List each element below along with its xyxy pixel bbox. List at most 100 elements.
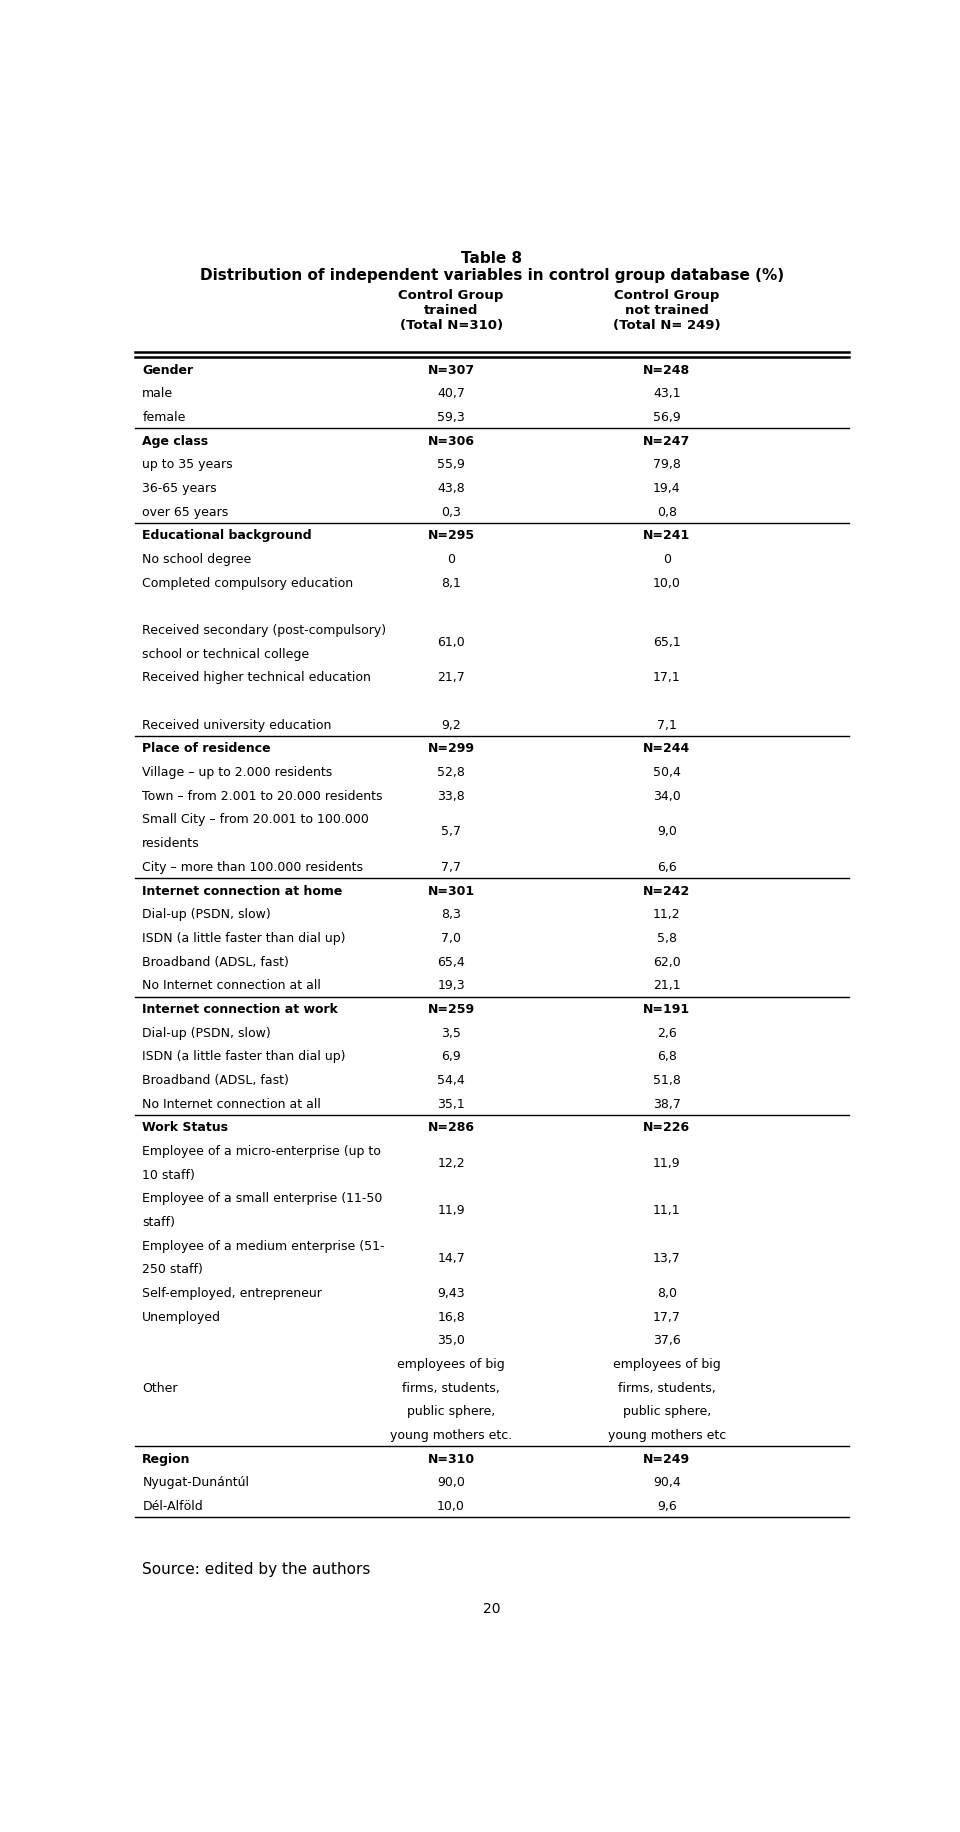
Text: 0,3: 0,3 [442,506,461,518]
Text: firms, students,: firms, students, [618,1381,716,1394]
Text: 5,7: 5,7 [441,824,461,837]
Text: ISDN (a little faster than dial up): ISDN (a little faster than dial up) [142,1050,346,1063]
Text: 7,1: 7,1 [657,718,677,731]
Text: No Internet connection at all: No Internet connection at all [142,1097,322,1110]
Text: 11,9: 11,9 [437,1204,465,1216]
Text: 6,6: 6,6 [657,861,677,874]
Text: N=241: N=241 [643,529,690,542]
Text: N=247: N=247 [643,434,690,447]
Text: Place of residence: Place of residence [142,742,271,755]
Text: employees of big: employees of big [613,1358,721,1370]
Text: N=306: N=306 [427,434,474,447]
Text: 65,4: 65,4 [437,954,465,967]
Text: 10,0: 10,0 [653,577,681,590]
Text: 10 staff): 10 staff) [142,1169,195,1182]
Text: Town – from 2.001 to 20.000 residents: Town – from 2.001 to 20.000 residents [142,790,383,802]
Text: 37,6: 37,6 [653,1334,681,1347]
Text: 21,1: 21,1 [653,978,681,991]
Text: 7,7: 7,7 [441,861,461,874]
Text: 11,1: 11,1 [653,1204,681,1216]
Text: school or technical college: school or technical college [142,647,309,660]
Text: 8,3: 8,3 [442,907,461,921]
Text: N=242: N=242 [643,885,690,898]
Text: Dial-up (PSDN, slow): Dial-up (PSDN, slow) [142,907,271,921]
Text: 7,0: 7,0 [441,931,461,943]
Text: 43,1: 43,1 [653,387,681,399]
Text: N=299: N=299 [427,742,474,755]
Text: Self-employed, entrepreneur: Self-employed, entrepreneur [142,1286,323,1299]
Text: 35,0: 35,0 [437,1334,465,1347]
Text: 51,8: 51,8 [653,1074,681,1086]
Text: Nyugat-Dunántúl: Nyugat-Dunántúl [142,1475,250,1489]
Text: Received secondary (post-compulsory): Received secondary (post-compulsory) [142,623,387,638]
Text: 3,5: 3,5 [442,1026,461,1039]
Text: public sphere,: public sphere, [407,1405,495,1418]
Text: 55,9: 55,9 [437,458,465,471]
Text: N=248: N=248 [643,363,690,376]
Text: 34,0: 34,0 [653,790,681,802]
Text: N=226: N=226 [643,1121,690,1134]
Text: 6,9: 6,9 [442,1050,461,1063]
Text: Other: Other [142,1381,178,1394]
Text: Employee of a small enterprise (11-50: Employee of a small enterprise (11-50 [142,1191,383,1205]
Text: 11,9: 11,9 [653,1156,681,1169]
Text: 14,7: 14,7 [437,1251,465,1264]
Text: over 65 years: over 65 years [142,506,228,518]
Text: 10,0: 10,0 [437,1499,465,1511]
Text: 13,7: 13,7 [653,1251,681,1264]
Text: N=301: N=301 [427,885,474,898]
Text: 16,8: 16,8 [437,1310,465,1323]
Text: Employee of a medium enterprise (51-: Employee of a medium enterprise (51- [142,1238,385,1251]
Text: 8,0: 8,0 [657,1286,677,1299]
Text: Table 8: Table 8 [462,251,522,266]
Text: Gender: Gender [142,363,194,376]
Text: 9,6: 9,6 [657,1499,677,1511]
Text: Broadband (ADSL, fast): Broadband (ADSL, fast) [142,1074,289,1086]
Text: 50,4: 50,4 [653,766,681,779]
Text: 250 staff): 250 staff) [142,1262,204,1275]
Text: No school degree: No school degree [142,553,252,566]
Text: 20: 20 [483,1601,501,1614]
Text: Source: edited by the authors: Source: edited by the authors [142,1561,371,1576]
Text: 0: 0 [447,553,455,566]
Text: Employee of a micro-enterprise (up to: Employee of a micro-enterprise (up to [142,1145,381,1158]
Text: 35,1: 35,1 [437,1097,465,1110]
Text: 61,0: 61,0 [437,636,465,649]
Text: public sphere,: public sphere, [623,1405,711,1418]
Text: firms, students,: firms, students, [402,1381,500,1394]
Text: 59,3: 59,3 [437,410,465,423]
Text: Unemployed: Unemployed [142,1310,222,1323]
Text: 54,4: 54,4 [437,1074,465,1086]
Text: 43,8: 43,8 [437,482,465,495]
Text: Small City – from 20.001 to 100.000: Small City – from 20.001 to 100.000 [142,813,370,826]
Text: 11,2: 11,2 [653,907,681,921]
Text: N=307: N=307 [427,363,474,376]
Text: Internet connection at work: Internet connection at work [142,1002,338,1015]
Text: male: male [142,387,174,399]
Text: N=295: N=295 [427,529,474,542]
Text: N=191: N=191 [643,1002,690,1015]
Text: 40,7: 40,7 [437,387,465,399]
Text: 33,8: 33,8 [437,790,465,802]
Text: Received university education: Received university education [142,718,332,731]
Text: N=249: N=249 [643,1453,690,1466]
Text: Educational background: Educational background [142,529,312,542]
Text: 36-65 years: 36-65 years [142,482,217,495]
Text: employees of big: employees of big [397,1358,505,1370]
Text: 0,8: 0,8 [657,506,677,518]
Text: 38,7: 38,7 [653,1097,681,1110]
Text: Control Group
not trained
(Total N= 249): Control Group not trained (Total N= 249) [613,289,721,332]
Text: 52,8: 52,8 [437,766,465,779]
Text: 21,7: 21,7 [437,671,465,683]
Text: 65,1: 65,1 [653,636,681,649]
Text: staff): staff) [142,1215,176,1227]
Text: N=286: N=286 [427,1121,474,1134]
Text: Region: Region [142,1453,191,1466]
Text: Work Status: Work Status [142,1121,228,1134]
Text: ISDN (a little faster than dial up): ISDN (a little faster than dial up) [142,931,346,943]
Text: N=259: N=259 [427,1002,474,1015]
Text: young mothers etc.: young mothers etc. [390,1429,513,1442]
Text: Broadband (ADSL, fast): Broadband (ADSL, fast) [142,954,289,967]
Text: Village – up to 2.000 residents: Village – up to 2.000 residents [142,766,332,779]
Text: N=244: N=244 [643,742,690,755]
